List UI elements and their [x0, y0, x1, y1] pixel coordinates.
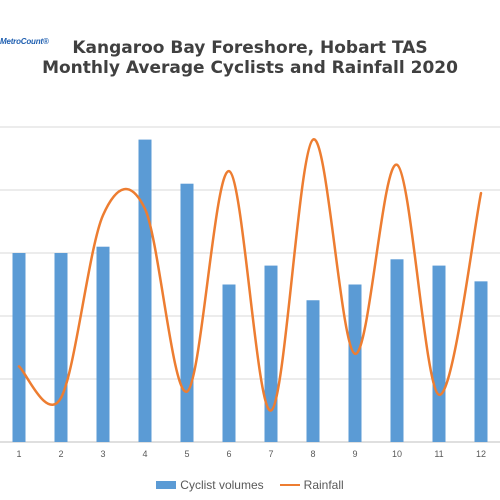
- legend-item-rainfall: Rainfall: [279, 478, 344, 492]
- chart-title: Kangaroo Bay Foreshore, Hobart TAS Month…: [0, 38, 500, 78]
- line-rainfall: [17, 138, 483, 412]
- x-tick-label: 8: [310, 449, 315, 459]
- bar-cyclists-month-2: [54, 253, 68, 442]
- x-tick-label: 2: [58, 449, 63, 459]
- legend-item-cyclists: Cyclist volumes: [156, 478, 264, 492]
- bar-cyclists-month-1: [12, 253, 26, 442]
- x-tick-label: 6: [226, 449, 231, 459]
- x-tick-label: 10: [392, 449, 402, 459]
- chart-title-line-2: Monthly Average Cyclists and Rainfall 20…: [42, 58, 458, 78]
- metrocount-logo: MetroCount®: [0, 37, 49, 46]
- x-tick-label: 12: [476, 449, 486, 459]
- bar-cyclists-month-3: [96, 246, 110, 442]
- bar-cyclists-month-12: [474, 281, 488, 442]
- x-tick-label: 3: [100, 449, 105, 459]
- x-tick-label: 1: [16, 449, 21, 459]
- legend-swatch-rainfall: [279, 484, 300, 486]
- x-tick-label: 9: [352, 449, 357, 459]
- bar-cyclists-month-10: [390, 259, 404, 442]
- x-tick-label: 4: [142, 449, 147, 459]
- bar-cyclists-month-9: [348, 284, 362, 442]
- bar-cyclists-month-7: [264, 265, 278, 442]
- x-tick-label: 7: [268, 449, 273, 459]
- legend-label-rainfall: Rainfall: [303, 478, 344, 492]
- chart-legend: Cyclist volumes Rainfall: [0, 478, 500, 492]
- chart-title-line-1: Kangaroo Bay Foreshore, Hobart TAS: [72, 38, 428, 58]
- bar-cyclists-month-4: [138, 139, 152, 442]
- bar-cyclists-month-6: [222, 284, 236, 442]
- bar-cyclists-month-11: [432, 265, 446, 442]
- legend-label-cyclists: Cyclist volumes: [180, 478, 264, 492]
- x-tick-label: 5: [184, 449, 189, 459]
- legend-swatch-cyclists: [156, 481, 177, 489]
- x-tick-label: 11: [434, 449, 443, 459]
- bar-cyclists-month-5: [180, 183, 194, 442]
- bar-cyclists-month-8: [306, 300, 320, 442]
